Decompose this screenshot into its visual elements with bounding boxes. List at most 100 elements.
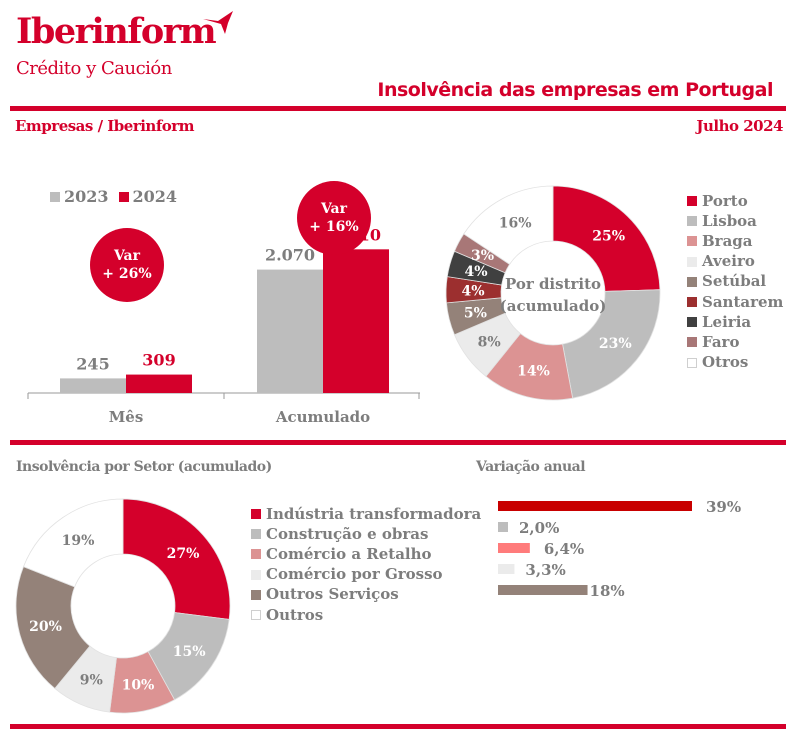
legend-item: Construção e obras	[251, 524, 481, 544]
legend-swatch	[687, 256, 697, 267]
legend-item: Aveiro	[687, 252, 783, 272]
annual-variation-chart: 39% 2,0% 6,4% 3,3% 18%	[498, 498, 741, 600]
bar-value-label: 309	[142, 351, 175, 370]
section-divider	[10, 440, 786, 445]
legend-swatch	[251, 589, 261, 600]
bar-2023-0	[60, 378, 126, 393]
sector-donut-chart: 27% 15% 10% 9% 20% 19%	[15, 498, 231, 714]
legend-item: Porto	[687, 191, 783, 211]
legend-item: Outros Serviços	[251, 585, 481, 605]
legend-swatch	[50, 192, 60, 202]
legend-item: Outros	[251, 605, 481, 625]
page-title: Insolvência das empresas em Portugal	[377, 79, 773, 101]
legend-swatch	[251, 509, 261, 520]
legend-item: Indústria transformadora	[251, 504, 481, 524]
bar-value-label: 2.070	[265, 246, 315, 265]
category-label: Acumulado	[275, 408, 370, 426]
slice-label: 4%	[462, 284, 485, 300]
footer-divider	[10, 724, 786, 729]
variation-bar	[498, 501, 692, 511]
legend-label: Outros	[266, 605, 324, 624]
bar-value-label: 245	[76, 354, 109, 373]
sector-chart-title: Insolvência por Setor (acumulado)	[16, 459, 272, 475]
slice-label: 8%	[478, 334, 501, 350]
legend-item: Otros	[687, 353, 783, 373]
slice-label: 16%	[499, 216, 532, 232]
brand-logo: Iberinform	[16, 11, 217, 52]
slice-indústria-transformadora	[122, 498, 231, 620]
brand-tagline: Crédito y Caución	[16, 58, 172, 79]
slice-label: 23%	[599, 336, 632, 352]
var-bubble-acumulado: Var + 16%	[297, 181, 371, 255]
boomerang-logo-icon	[203, 11, 233, 34]
legend-swatch	[687, 357, 697, 368]
legend-swatch	[251, 569, 261, 580]
legend-label: 2023	[64, 187, 109, 206]
slice-porto	[552, 185, 661, 292]
slice-label: 10%	[122, 678, 155, 694]
variation-value-label: 6,4%	[544, 540, 584, 558]
period-label: Julho 2024	[696, 117, 783, 135]
variation-value-label: 2,0%	[519, 519, 559, 537]
legend-label: Comércio a Retalho	[266, 544, 432, 563]
district-legend: Porto Lisboa Braga Aveiro Setúbal Santarem Lei…	[687, 191, 783, 373]
header-divider	[10, 106, 786, 111]
slice-label: 9%	[80, 672, 103, 688]
slice-label: 20%	[29, 619, 62, 635]
bar-2023-1	[257, 269, 323, 393]
legend-label: Otros	[702, 353, 749, 372]
var-value: + 26%	[102, 266, 152, 282]
legend-swatch	[687, 236, 697, 247]
legend-label: Lisboa	[702, 211, 757, 230]
slice-otros	[463, 185, 554, 265]
legend-label: Aveiro	[702, 252, 755, 271]
variation-value-label: 39%	[706, 498, 741, 516]
legend-label: Braga	[702, 231, 753, 250]
slice-label: 15%	[173, 644, 206, 660]
legend-item-2023: 2023	[50, 187, 109, 206]
legend-swatch	[251, 610, 261, 621]
var-bubble-mes: Var + 26%	[90, 228, 164, 302]
legend-swatch	[687, 297, 697, 308]
slice-label: 5%	[464, 306, 487, 322]
variation-value-label: 18%	[590, 582, 625, 600]
sector-legend: Indústria transformadora Construção e obr…	[251, 504, 481, 625]
variation-bar	[498, 585, 588, 595]
legend-item: Lisboa	[687, 211, 783, 231]
legend-label: Santarem	[702, 292, 784, 311]
legend-item: Faro	[687, 332, 783, 352]
legend-label: Indústria transformadora	[266, 504, 482, 523]
legend-item: Comércio a Retalho	[251, 544, 481, 564]
var-title: Var	[113, 247, 141, 264]
slice-outros	[22, 498, 124, 588]
var-value: + 16%	[309, 219, 359, 235]
variation-bar	[498, 564, 515, 574]
donut-center-label: (acumulado)	[500, 297, 607, 315]
slice-label: 4%	[465, 264, 488, 280]
legend-item: Setúbal	[687, 272, 783, 292]
legend-item: Comércio por Grosso	[251, 565, 481, 585]
legend-swatch	[687, 276, 697, 287]
legend-label: 2024	[132, 187, 178, 206]
variation-chart-title: Variação anual	[476, 459, 586, 475]
bar-2024-0	[126, 374, 192, 393]
legend-swatch	[687, 196, 697, 207]
legend-item: Braga	[687, 231, 783, 251]
slice-label: 3%	[471, 248, 494, 264]
legend-swatch	[251, 529, 261, 540]
legend-item: Santarem	[687, 292, 783, 312]
legend-label: Setúbal	[702, 272, 767, 291]
category-label: Mês	[109, 408, 144, 426]
legend-swatch	[251, 549, 261, 560]
variation-bar	[498, 522, 508, 532]
legend-item: Leiria	[687, 312, 783, 332]
legend-swatch	[687, 317, 697, 328]
var-title: Var	[320, 200, 348, 217]
bar-2024-1	[323, 249, 389, 393]
slice-label: 27%	[167, 546, 200, 562]
slice-outros-serviços	[15, 566, 91, 690]
source-label: Empresas / Iberinform	[15, 117, 195, 135]
legend-item-2024: 2024	[118, 187, 178, 206]
district-donut-chart: 25%23%14%8%5%4%4%3%16%Por distrito(acumu…	[445, 185, 661, 401]
